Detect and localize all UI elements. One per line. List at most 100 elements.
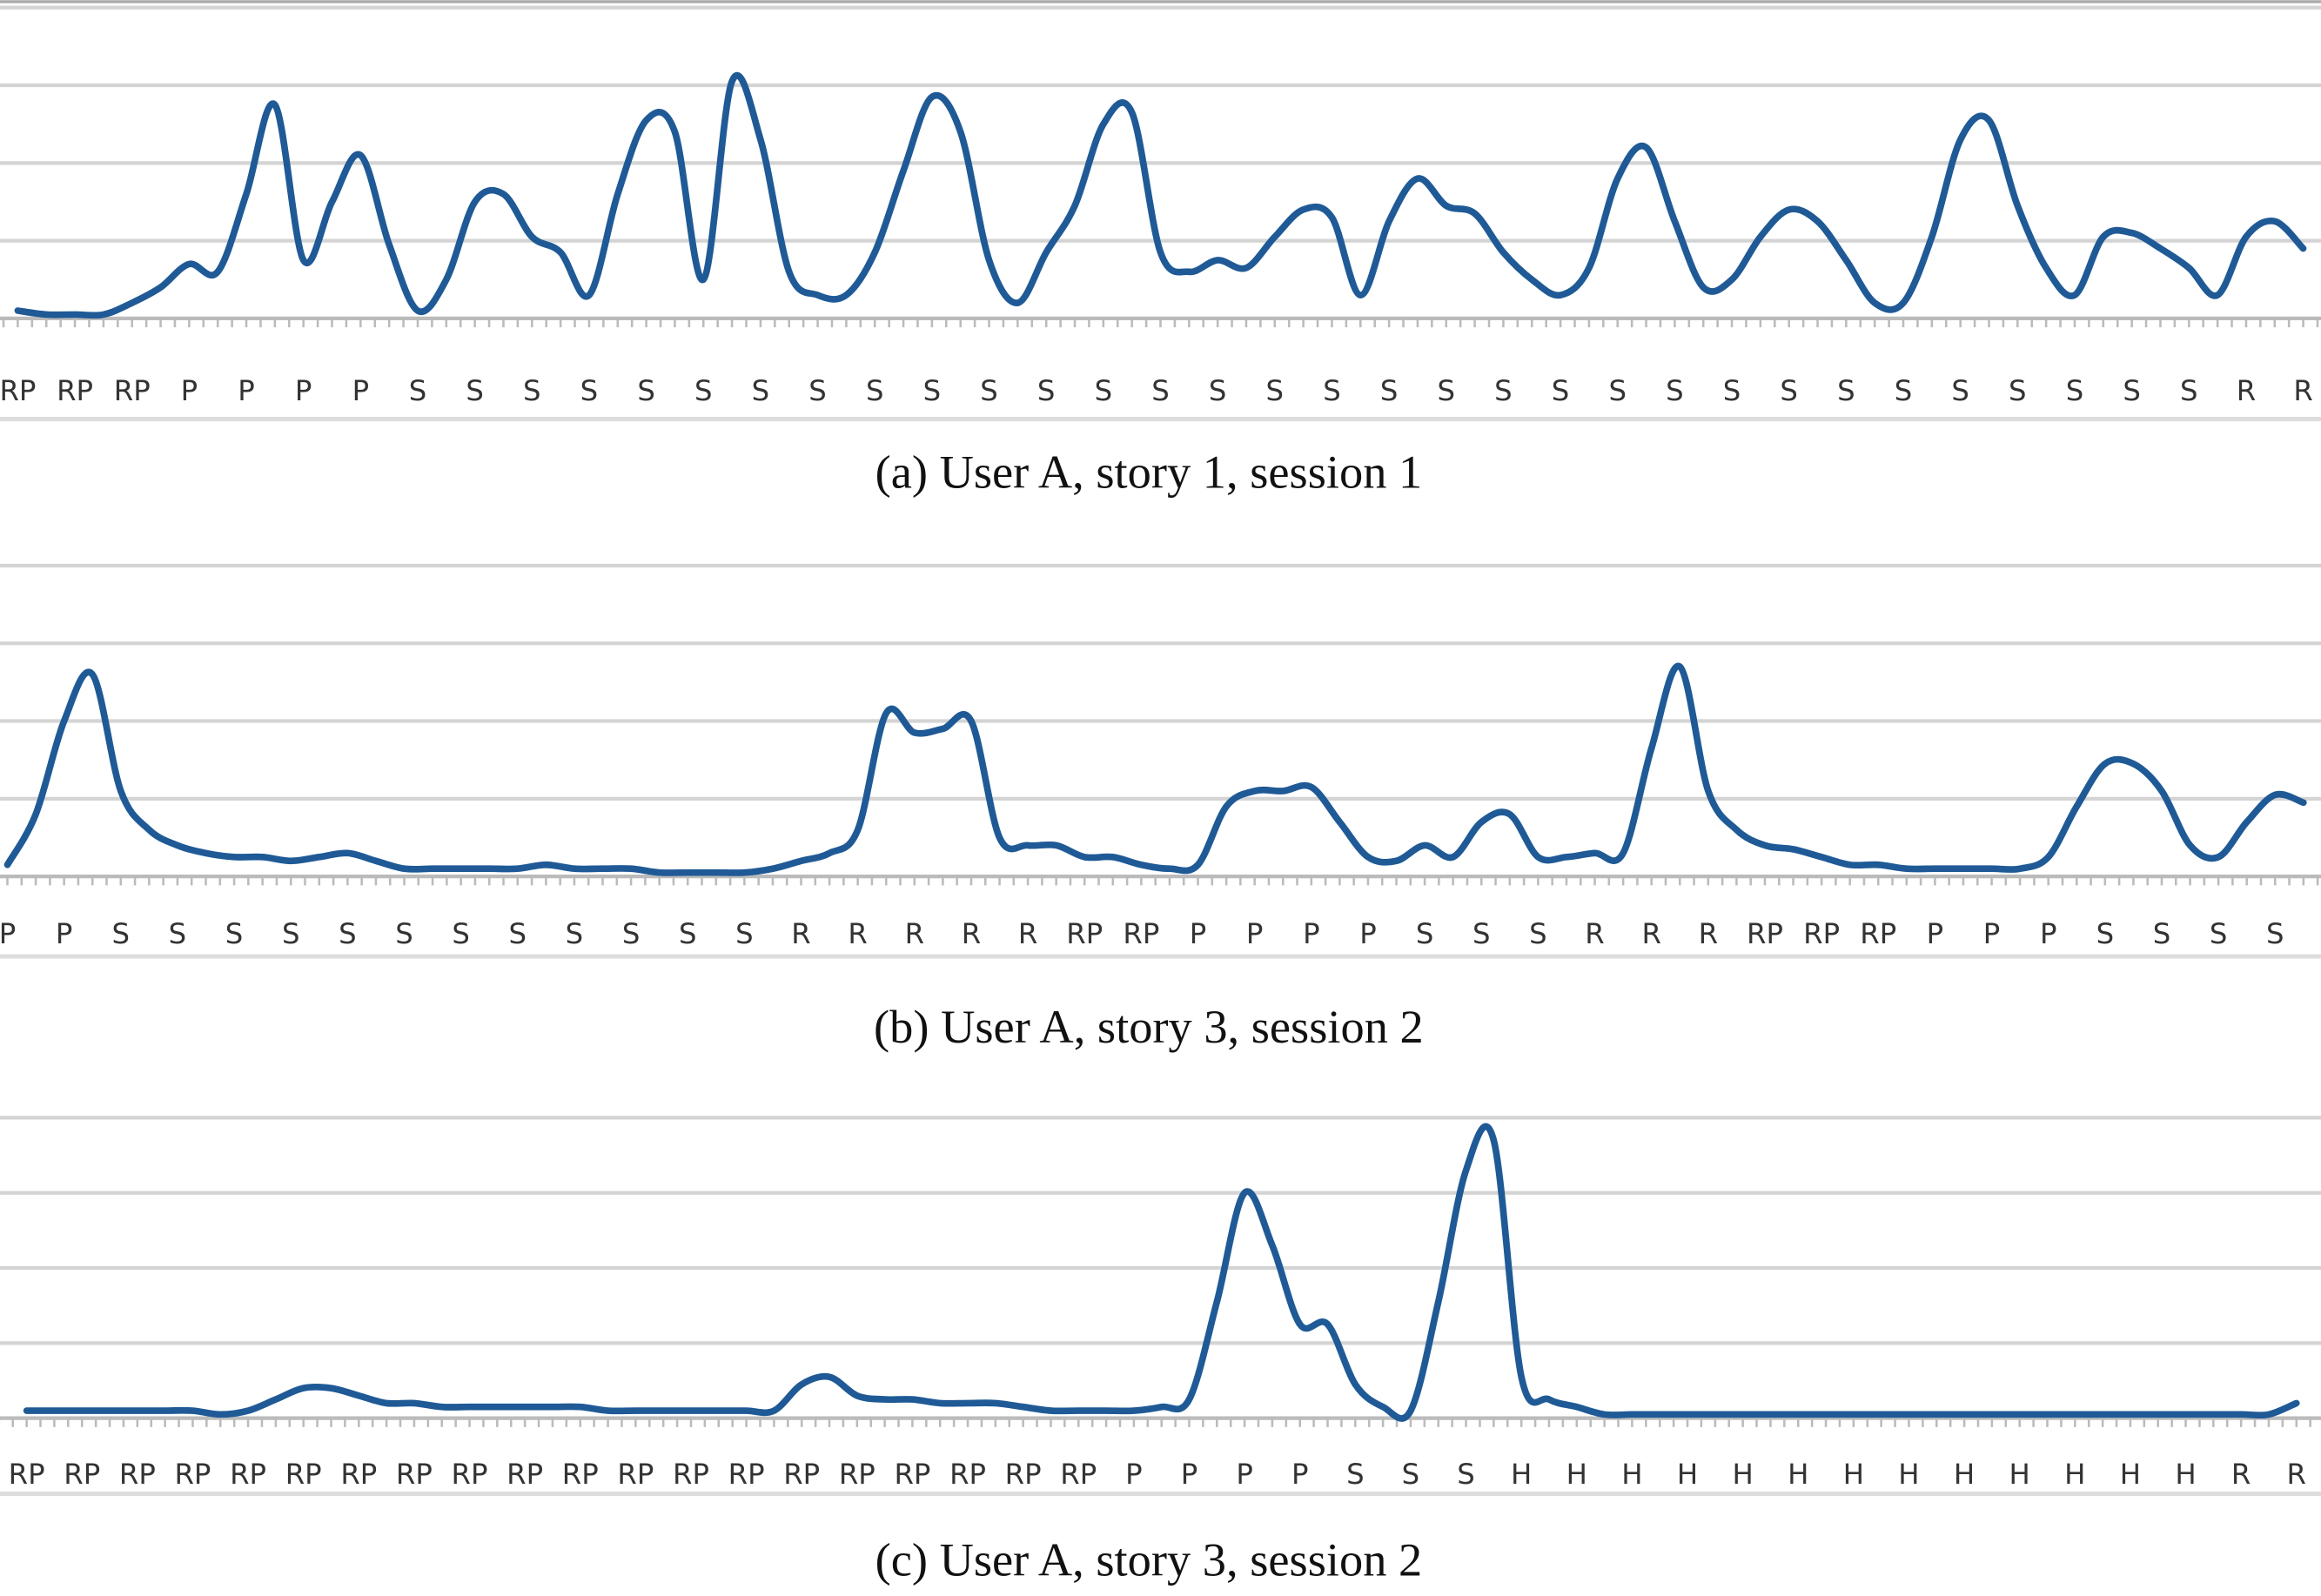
x-tick-label: P	[56, 917, 72, 950]
data-line	[3, 662, 2307, 876]
x-tick-label: P	[1236, 1458, 1252, 1491]
x-tick-label: S	[622, 917, 641, 950]
x-tick-label: S	[679, 917, 697, 950]
x-tick-label: RP	[1005, 1458, 1042, 1491]
x-tick-label: S	[409, 374, 427, 407]
x-tick-label: RP	[617, 1458, 654, 1491]
x-tick-label: H	[2064, 1458, 2085, 1491]
x-tick-label: R	[791, 917, 810, 950]
x-tick-label: S	[1666, 374, 1684, 407]
x-tick-label: S	[1723, 374, 1741, 407]
x-tick-label: RP	[1860, 917, 1896, 950]
x-tick-label: RP	[728, 1458, 765, 1491]
x-tick-label: H	[1898, 1458, 1919, 1491]
x-tick-label: S	[169, 917, 187, 950]
x-tick-label: S	[866, 374, 884, 407]
x-tick-label: S	[2153, 917, 2171, 950]
x-tick-label: R	[2287, 1458, 2306, 1491]
x-tick-label: S	[580, 374, 599, 407]
x-tick-label: S	[1095, 374, 1113, 407]
x-tick-label: S	[1457, 1458, 1475, 1491]
x-tick-label: S	[637, 374, 655, 407]
x-tick-label: S	[112, 917, 131, 950]
x-tick-label: R	[1585, 917, 1604, 950]
x-tick-label: S	[1438, 374, 1456, 407]
x-tick-label: S	[509, 917, 527, 950]
x-tick-label: R	[2293, 374, 2312, 407]
x-tick-label: P	[1246, 917, 1263, 950]
x-tick-label: RP	[174, 1458, 211, 1491]
x-tick-label: RP	[114, 374, 151, 407]
x-tick-label: H	[1677, 1458, 1698, 1491]
x-tick-label: S	[1266, 374, 1285, 407]
x-tick-label: S	[752, 374, 770, 407]
x-tick-label: R	[2237, 374, 2256, 407]
x-tick-label: H	[1954, 1458, 1975, 1491]
x-tick-label: P	[1303, 917, 1319, 950]
x-tick-label: S	[980, 374, 998, 407]
x-tick-label: S	[1380, 374, 1399, 407]
x-tick-label: H	[1511, 1458, 1532, 1491]
x-tick-label: RP	[1747, 917, 1783, 950]
x-tick-label: RP	[1123, 917, 1159, 950]
x-tick-label: RP	[1803, 917, 1840, 950]
x-tick-label: S	[282, 917, 300, 950]
x-tick-label: H	[1621, 1458, 1642, 1491]
x-tick-label: S	[1529, 917, 1547, 950]
x-tick-label: R	[1699, 917, 1718, 950]
x-tick-label: H	[2009, 1458, 2030, 1491]
x-tick-label: S	[1402, 1458, 1420, 1491]
x-tick-label: H	[2175, 1458, 2196, 1491]
x-tick-label: S	[2123, 374, 2141, 407]
x-tick-label: R	[1641, 917, 1660, 950]
x-tick-label: RP	[64, 1458, 100, 1491]
x-tick-label: R	[848, 917, 867, 950]
x-tick-label: S	[735, 917, 754, 950]
x-tick-label: H	[2120, 1458, 2141, 1491]
x-tick-label: S	[2266, 917, 2284, 950]
x-tick-label: P	[0, 917, 16, 950]
x-tick-label: RP	[119, 1458, 156, 1491]
x-tick-label: RP	[506, 1458, 543, 1491]
x-tick-label: P	[1181, 1458, 1197, 1491]
x-tick-label: R	[1018, 917, 1037, 950]
data-line	[23, 1123, 2300, 1422]
x-tick-label: P	[295, 374, 312, 407]
x-tick-label: S	[808, 374, 827, 407]
x-tick-label: S	[1780, 374, 1798, 407]
x-tick-label: H	[1566, 1458, 1587, 1491]
x-tick-label: S	[1494, 374, 1513, 407]
x-tick-label: P	[1190, 917, 1206, 950]
x-tick-label: S	[1552, 374, 1570, 407]
x-tick-label: R	[962, 917, 981, 950]
x-tick-label: RP	[230, 1458, 266, 1491]
x-tick-label: H	[1843, 1458, 1864, 1491]
caption: (a) User A, story 1, session 1	[875, 446, 1423, 498]
x-tick-label: S	[694, 374, 713, 407]
x-tick-label: S	[523, 374, 541, 407]
x-tick-label: S	[923, 374, 942, 407]
x-tick-label: P	[238, 374, 254, 407]
x-tick-label: S	[1209, 374, 1227, 407]
x-tick-label: RP	[673, 1458, 709, 1491]
x-tick-label: RP	[57, 374, 93, 407]
x-tick-label: H	[1732, 1458, 1753, 1491]
x-tick-label: RP	[1060, 1458, 1097, 1491]
x-tick-label: P	[1359, 917, 1376, 950]
x-tick-label: S	[1472, 917, 1491, 950]
x-tick-label: H	[1788, 1458, 1808, 1491]
x-tick-label: S	[1416, 917, 1434, 950]
x-tick-label: P	[1927, 917, 1943, 950]
x-tick-label: S	[2096, 917, 2115, 950]
x-tick-label: RP	[783, 1458, 820, 1491]
x-tick-label: S	[1608, 374, 1627, 407]
x-tick-label: P	[1125, 1458, 1142, 1491]
x-tick-label: RP	[9, 1458, 45, 1491]
x-tick-label: RP	[839, 1458, 875, 1491]
x-tick-label: S	[225, 917, 244, 950]
x-tick-label: S	[339, 917, 357, 950]
x-tick-label: P	[181, 374, 198, 407]
x-tick-label: S	[1837, 374, 1855, 407]
x-tick-label: S	[452, 917, 470, 950]
x-tick-label: P	[1291, 1458, 1308, 1491]
